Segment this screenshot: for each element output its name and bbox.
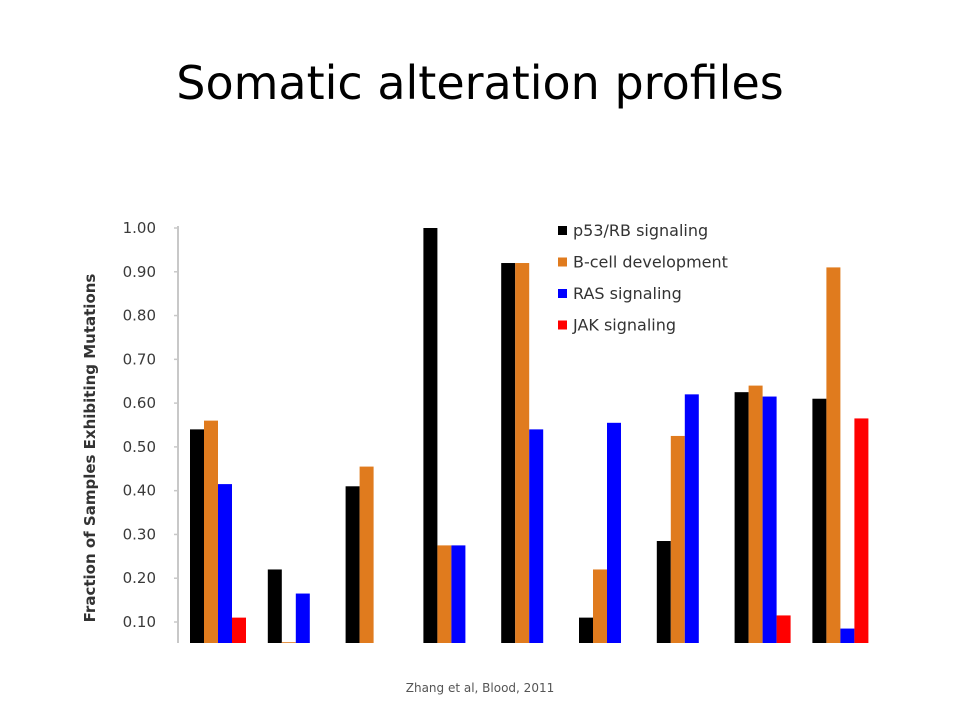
bar-p53-rb-signaling-1 (190, 429, 204, 643)
bar-b-cell-development-4 (437, 545, 452, 643)
y-tick-label: 0.70 (123, 350, 156, 368)
legend-swatch (558, 257, 567, 267)
bars (190, 228, 869, 643)
bar-b-cell-development-7 (670, 435, 685, 643)
bar-b-cell-development-9 (826, 267, 841, 643)
citation: Zhang et al, Blood, 2011 (405, 681, 555, 695)
y-axis: 0.10 0.20 0.30 0.40 0.50 0.60 0.70 0.80 0.90 1.00 (123, 219, 179, 643)
bar-ras-signaling-5 (529, 429, 544, 643)
slide-title: Somatic alteration profiles (176, 56, 784, 110)
bar-ras-signaling-4 (451, 545, 466, 643)
bar-p53-rb-signaling-8 (734, 392, 749, 643)
bar-p53-rb-signaling-4 (423, 228, 438, 643)
legend-swatch (558, 320, 567, 330)
bar-p53-rb-signaling-3 (345, 486, 360, 643)
legend-label: B-cell development (573, 253, 728, 272)
bar-p53-rb-signaling-7 (656, 541, 671, 643)
bar-p53-rb-signaling-5 (501, 263, 516, 643)
y-tick-label: 0.20 (123, 569, 156, 587)
y-tick-label: 0.30 (123, 525, 156, 543)
bar-p53-rb-signaling-9 (812, 398, 827, 643)
bar-p53-rb-signaling-6 (579, 617, 593, 643)
bar-b-cell-development-1 (204, 420, 218, 643)
bar-ras-signaling-8 (762, 396, 777, 643)
legend-label: RAS signaling (573, 284, 682, 303)
y-tick-label: 0.50 (123, 438, 156, 456)
legend-label: JAK signaling (572, 316, 676, 335)
bar-jak-signaling-9 (854, 418, 869, 643)
bar-b-cell-development-6 (593, 569, 607, 643)
bar-b-cell-development-3 (359, 466, 374, 643)
bar-b-cell-development-2 (281, 642, 296, 643)
bar-b-cell-development-8 (748, 385, 763, 643)
legend-label: p53/RB signaling (573, 221, 708, 240)
y-tick-label: 0.80 (123, 307, 156, 325)
y-tick-label: 0.60 (123, 394, 156, 412)
y-tick-label: 0.40 (123, 482, 156, 500)
bar-ras-signaling-7 (684, 394, 699, 643)
legend: p53/RB signaling B-cell development RAS si… (558, 221, 728, 335)
y-tick-label: 0.10 (123, 613, 156, 631)
legend-swatch (558, 289, 567, 298)
y-tick-label: 0.90 (123, 263, 156, 281)
bar-b-cell-development-5 (515, 263, 530, 643)
bar-jak-signaling-1 (232, 617, 246, 643)
y-tick-label: 1.00 (123, 219, 156, 237)
y-axis-label: Fraction of Samples Exhibiting Mutations (81, 274, 99, 623)
legend-swatch (558, 226, 567, 235)
bar-ras-signaling-1 (218, 484, 232, 643)
bar-ras-signaling-6 (607, 422, 621, 643)
bar-jak-signaling-8 (776, 615, 791, 643)
bar-p53-rb-signaling-2 (267, 569, 282, 643)
bar-ras-signaling-2 (295, 593, 310, 643)
bar-ras-signaling-9 (840, 628, 855, 643)
y-axis-label-group: Fraction of Samples Exhibiting Mutations (81, 274, 99, 623)
